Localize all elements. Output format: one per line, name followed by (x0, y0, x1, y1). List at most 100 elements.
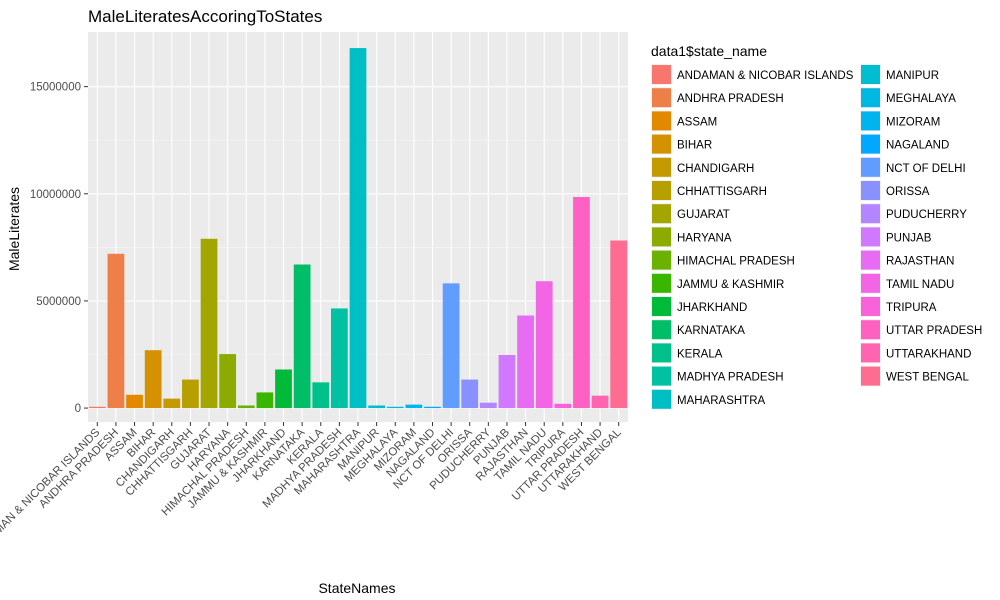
legend-swatch (652, 88, 671, 108)
bar (88, 406, 106, 409)
legend: data1$state_name ANDAMAN & NICOBAR ISLAN… (651, 43, 982, 410)
y-tick-label: 0 (75, 403, 81, 415)
legend-label: JAMMU & KASHMIR (677, 279, 784, 291)
bar (349, 48, 367, 409)
x-tick-label: ANDHRA PRADESH (37, 427, 121, 511)
bar (424, 406, 441, 409)
legend-label: PUDUCHERRY (886, 209, 967, 221)
legend-label: ASSAM (677, 116, 717, 128)
bar (498, 354, 516, 409)
legend-swatch (652, 273, 671, 293)
legend-label: TRIPURA (886, 302, 937, 314)
legend-label: PUNJAB (886, 232, 932, 244)
legend-swatch (652, 204, 671, 224)
legend-label: KERALA (677, 348, 723, 360)
legend-label: NCT OF DELHI (886, 163, 966, 175)
y-tick-label: 5000000 (36, 296, 81, 308)
legend-swatch (652, 250, 671, 270)
legend-swatch (652, 227, 671, 247)
legend-swatch (861, 366, 880, 386)
legend-swatch (861, 343, 880, 363)
bar (573, 197, 590, 409)
legend-label: MEGHALAYA (886, 93, 956, 105)
legend-label: RAJASTHAN (886, 256, 954, 268)
legend-label: ANDHRA PRADESH (677, 93, 784, 105)
legend-label: MAHARASHTRA (677, 395, 766, 407)
legend-swatch (652, 111, 671, 131)
bar (331, 308, 348, 409)
legend-swatch (652, 320, 671, 340)
legend-swatch (861, 250, 880, 270)
bar (107, 253, 125, 409)
legend-swatch (652, 157, 671, 177)
bar (256, 392, 274, 409)
legend-label: JHARKHAND (677, 302, 747, 314)
legend-label: NAGALAND (886, 140, 949, 152)
x-axis-title: StateNames (318, 580, 395, 596)
bar (386, 406, 404, 409)
bar (144, 350, 162, 409)
bar (461, 379, 479, 409)
legend-label: HARYANA (677, 232, 732, 244)
legend-label: GUJARAT (677, 209, 730, 221)
bar (126, 394, 143, 409)
legend-label: MIZORAM (886, 116, 940, 128)
legend-label: HIMACHAL PRADESH (677, 256, 795, 268)
bar (163, 398, 181, 409)
legend-title: data1$state_name (651, 43, 767, 59)
y-tick-label: 15000000 (30, 82, 81, 94)
legend-swatch (861, 134, 880, 154)
legend-swatch (652, 366, 671, 386)
legend-label: MANIPUR (886, 70, 939, 82)
chart-title: MaleLiteratesAccoringToStates (88, 7, 322, 26)
legend-swatch (861, 65, 880, 84)
legend-label: KARNATAKA (677, 325, 745, 337)
y-axis: 0 5000000 10000000 15000000 (30, 82, 88, 415)
bar (405, 404, 423, 409)
legend-swatch (652, 297, 671, 316)
bar (200, 238, 218, 409)
legend-swatch (861, 157, 880, 177)
legend-label: CHHATTISGARH (677, 186, 767, 198)
bar (237, 405, 255, 409)
bar (442, 283, 460, 409)
bar (591, 395, 609, 409)
bar (554, 403, 572, 409)
y-tick-label: 10000000 (30, 189, 81, 201)
legend-label: BIHAR (677, 140, 712, 152)
bar (610, 240, 628, 409)
legend-label: TAMIL NADU (886, 279, 954, 291)
legend-swatch (861, 181, 880, 200)
legend-swatch (652, 65, 671, 84)
legend-label: CHANDIGARH (677, 163, 754, 175)
y-axis-title: MaleLiterates (6, 187, 22, 271)
legend-swatch (861, 204, 880, 224)
bar (275, 369, 292, 409)
bar (293, 264, 311, 409)
legend-label: ANDAMAN & NICOBAR ISLANDS (677, 70, 854, 82)
legend-label: MADHYA PRADESH (677, 372, 784, 384)
bar (479, 402, 497, 409)
legend-swatch (652, 389, 671, 409)
legend-label: UTTAR PRADESH (886, 325, 982, 337)
bar (368, 405, 385, 409)
legend-label: WEST BENGAL (886, 372, 969, 384)
legend-swatch (861, 227, 880, 247)
legend-swatch (652, 343, 671, 363)
bar (182, 379, 199, 409)
bar (535, 281, 553, 409)
legend-label: UTTARAKHAND (886, 348, 971, 360)
plot-panel (88, 32, 628, 422)
legend-swatch (861, 273, 880, 293)
legend-swatch (861, 88, 880, 108)
bar (219, 354, 237, 409)
legend-swatch (861, 297, 880, 316)
legend-swatch (652, 134, 671, 154)
legend-swatch (861, 111, 880, 131)
legend-swatch (652, 181, 671, 200)
legend-label: ORISSA (886, 186, 930, 198)
legend-swatch (861, 320, 880, 340)
bar (517, 315, 534, 409)
